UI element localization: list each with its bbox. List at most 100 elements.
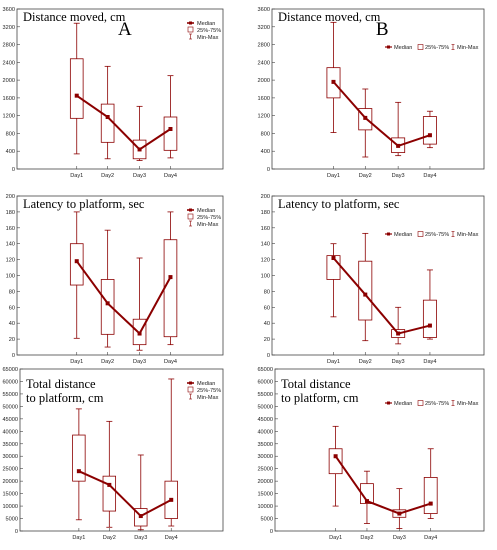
legend-box-swatch xyxy=(187,213,194,220)
y-tick-label: 2800 xyxy=(258,43,270,49)
y-tick-label: 3600 xyxy=(3,7,15,13)
legend-box-swatch xyxy=(187,386,194,393)
legend-median-marker xyxy=(189,21,192,25)
x-tick-label: Day1 xyxy=(329,535,342,541)
median-point xyxy=(138,514,143,519)
median-point xyxy=(74,259,79,264)
y-tick-label: 180 xyxy=(6,210,15,216)
box-iqr xyxy=(102,475,117,512)
legend-median-label: Median xyxy=(394,232,412,238)
y-tick-label: 400 xyxy=(6,149,15,155)
median-point xyxy=(427,323,432,328)
median-point xyxy=(397,511,402,516)
x-tick-label: Day1 xyxy=(70,359,83,365)
y-tick-label: 120 xyxy=(261,258,270,264)
y-tick-label: 100 xyxy=(6,274,15,280)
box-day2 xyxy=(102,420,117,528)
y-tick-label: 140 xyxy=(261,242,270,248)
y-tick-label: 0 xyxy=(267,167,270,173)
box-day1 xyxy=(69,211,84,339)
box-iqr xyxy=(423,477,438,514)
median-point xyxy=(396,331,401,336)
y-tick-label: 200 xyxy=(261,194,270,200)
y-tick-label: 180 xyxy=(261,210,270,216)
chart-panel-4: 0 20 40 60 80 100 120 140 160 180 200 Day1 Day2 Day3 D… xyxy=(261,194,485,365)
y-tick-label: 30000 xyxy=(2,454,18,460)
median-point xyxy=(331,256,336,261)
y-tick-label: 45000 xyxy=(2,417,18,423)
y-tick-label: 0 xyxy=(12,353,15,359)
box-iqr xyxy=(422,116,437,145)
y-tick-label: 3200 xyxy=(258,25,270,31)
chart-panel-1: 0 400 800 1200 1600 2000 2400 2800 3200 3600 Day1 D… xyxy=(3,7,224,179)
median-point xyxy=(137,147,142,152)
y-tick-label: 1600 xyxy=(258,96,270,102)
y-tick-label: 2800 xyxy=(3,43,15,49)
y-tick-label: 0 xyxy=(15,529,18,535)
legend-median-marker xyxy=(189,208,192,212)
y-tick-label: 65000 xyxy=(2,367,18,373)
y-tick-label: 2400 xyxy=(258,60,270,66)
panel-title: Distance moved, cm xyxy=(278,10,381,24)
plot-frame xyxy=(271,8,485,170)
box-iqr xyxy=(72,434,86,482)
y-tick-label: 55000 xyxy=(2,392,18,398)
y-tick-label: 100 xyxy=(261,274,270,280)
median-line xyxy=(76,94,172,151)
median-line xyxy=(332,257,431,335)
chart-panel-3: 0 20 40 60 80 100 120 140 160 180 200 Day1 Day2 Day3 D… xyxy=(6,194,224,365)
median-line xyxy=(334,455,432,515)
median-line xyxy=(75,260,172,336)
legend-box-swatch xyxy=(187,26,194,33)
box-day2 xyxy=(360,470,374,524)
x-tick-label: Day4 xyxy=(424,535,437,541)
chart-panel-6: 0 5000 10000 15000 20000 25000 30000 35000 40000… xyxy=(257,367,485,541)
panel-title-line-2: to platform, cm xyxy=(26,391,104,405)
median-point xyxy=(427,133,432,138)
x-tick-label: Day3 xyxy=(133,173,146,179)
legend-box-label: 25%-75% xyxy=(425,401,449,407)
y-tick-label: 20000 xyxy=(257,479,273,485)
median-point xyxy=(105,301,110,306)
legend-median-marker xyxy=(387,45,390,49)
y-tick-label: 5000 xyxy=(261,517,273,523)
box-iqr xyxy=(163,116,178,151)
chart-panel-5: 0 5000 10000 15000 20000 25000 30000 35000 40000… xyxy=(2,367,224,541)
box-day3 xyxy=(132,257,147,351)
y-tick-label: 40 xyxy=(9,321,15,327)
y-tick-label: 400 xyxy=(261,149,270,155)
legend-median-label: Median xyxy=(197,21,215,27)
y-tick-label: 60 xyxy=(264,305,270,311)
x-tick-label: Day3 xyxy=(134,535,147,541)
plot-frame xyxy=(19,368,224,532)
legend-box-label: 25%-75% xyxy=(197,215,221,221)
x-tick-label: Day4 xyxy=(423,173,436,179)
legend-minmax-label: Min-Max xyxy=(457,232,479,238)
x-tick-label: Day2 xyxy=(359,173,372,179)
panel-title: Latency to platform, sec xyxy=(278,197,400,211)
median-line xyxy=(78,470,172,518)
y-tick-label: 1200 xyxy=(258,114,270,120)
y-tick-label: 80 xyxy=(264,289,270,295)
legend-minmax-label: Min-Max xyxy=(197,222,219,228)
median-point xyxy=(333,454,338,459)
median-point xyxy=(396,143,401,148)
legend-box-label: 25%-75% xyxy=(197,28,221,34)
y-tick-label: 200 xyxy=(6,194,15,200)
x-tick-label: Day4 xyxy=(165,535,178,541)
median-point xyxy=(364,499,369,504)
panel-title-line-2: to platform, cm xyxy=(281,391,359,405)
y-tick-label: 800 xyxy=(6,131,15,137)
x-tick-label: Day2 xyxy=(101,173,114,179)
median-point xyxy=(74,93,79,98)
y-tick-label: 1200 xyxy=(3,114,15,120)
y-tick-label: 2000 xyxy=(258,78,270,84)
box-day4 xyxy=(422,269,437,340)
box-iqr xyxy=(422,299,437,338)
legend-box-label: 25%-75% xyxy=(425,232,449,238)
y-tick-label: 10000 xyxy=(257,504,273,510)
x-tick-label: Day3 xyxy=(133,359,146,365)
y-tick-label: 25000 xyxy=(2,467,18,473)
